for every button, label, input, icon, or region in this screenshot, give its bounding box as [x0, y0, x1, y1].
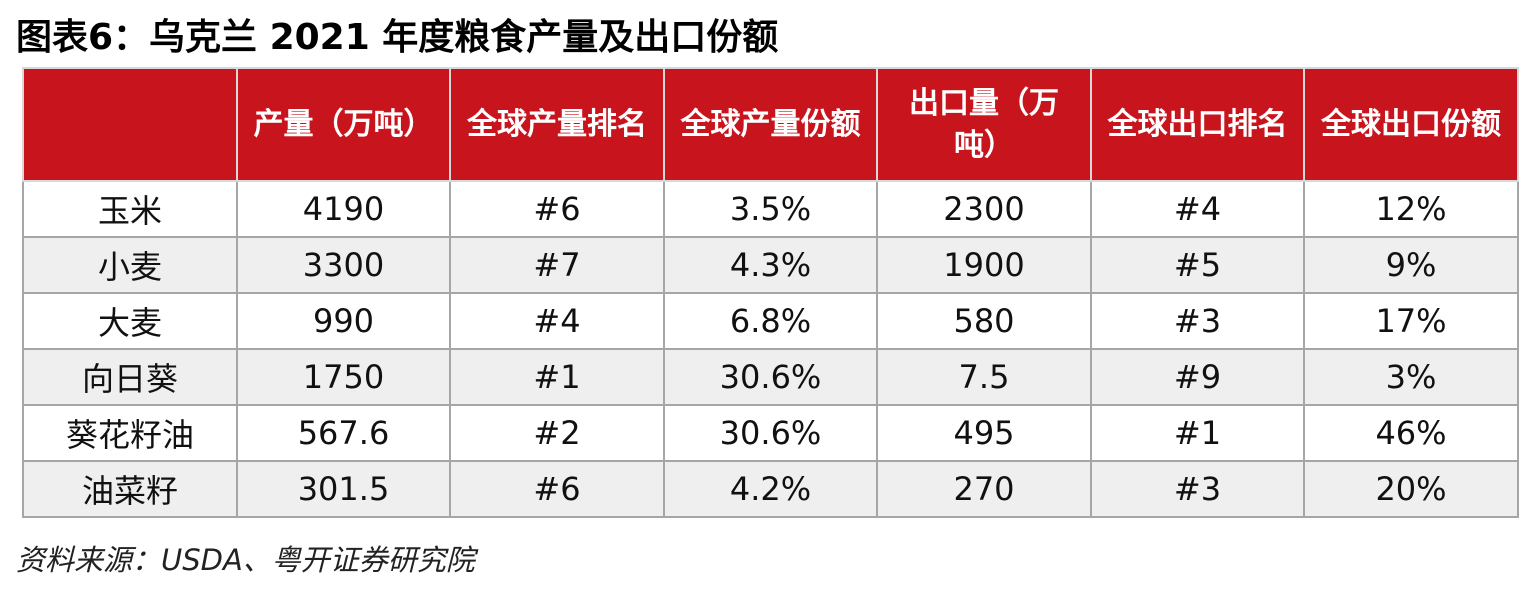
- table-cell: 4.2%: [663, 460, 878, 518]
- table-cell: 30.6%: [663, 404, 878, 462]
- table-cell: #6: [449, 460, 665, 518]
- header-cell-production-share: 全球产量份额: [663, 67, 878, 182]
- table-cell: 4190: [236, 180, 451, 238]
- table-cell: 向日葵: [22, 348, 238, 406]
- table-row: 小麦 3300 #7 4.3% 1900 #5 9%: [22, 236, 1519, 294]
- table-cell: #9: [1090, 348, 1305, 406]
- table-cell: #4: [449, 292, 665, 350]
- table-header-row: 产量（万吨） 全球产量排名 全球产量份额 出口量（万吨） 全球出口排名 全球出口…: [22, 67, 1519, 182]
- table-cell: 30.6%: [663, 348, 878, 406]
- table-cell: #3: [1090, 292, 1305, 350]
- table-row: 大麦 990 #4 6.8% 580 #3 17%: [22, 292, 1519, 350]
- table-cell: 葵花籽油: [22, 404, 238, 462]
- header-cell-export-volume: 出口量（万吨）: [876, 67, 1092, 182]
- table-cell: 3300: [236, 236, 451, 294]
- table-cell: 2300: [876, 180, 1092, 238]
- table-row: 葵花籽油 567.6 #2 30.6% 495 #1 46%: [22, 404, 1519, 462]
- table-cell: #7: [449, 236, 665, 294]
- table-cell: 3%: [1303, 348, 1519, 406]
- table-row: 油菜籽 301.5 #6 4.2% 270 #3 20%: [22, 460, 1519, 518]
- table-cell: 12%: [1303, 180, 1519, 238]
- table-row: 玉米 4190 #6 3.5% 2300 #4 12%: [22, 180, 1519, 238]
- table-cell: #2: [449, 404, 665, 462]
- header-cell-production-rank: 全球产量排名: [449, 67, 665, 182]
- table-cell: 3.5%: [663, 180, 878, 238]
- table-cell: 1750: [236, 348, 451, 406]
- header-cell-export-share: 全球出口份额: [1303, 67, 1519, 182]
- table-cell: 6.8%: [663, 292, 878, 350]
- table-cell: #5: [1090, 236, 1305, 294]
- header-cell-production: 产量（万吨）: [236, 67, 451, 182]
- table-cell: 46%: [1303, 404, 1519, 462]
- table-cell: 17%: [1303, 292, 1519, 350]
- table-cell: 270: [876, 460, 1092, 518]
- table-cell: 567.6: [236, 404, 451, 462]
- table-cell: 7.5: [876, 348, 1092, 406]
- source-note: 资料来源：USDA、粤开证券研究院: [16, 543, 475, 577]
- table-cell: #1: [1090, 404, 1305, 462]
- table-cell: #4: [1090, 180, 1305, 238]
- table-cell: 玉米: [22, 180, 238, 238]
- table-cell: 495: [876, 404, 1092, 462]
- table-cell: 990: [236, 292, 451, 350]
- table-cell: #1: [449, 348, 665, 406]
- table-cell: #6: [449, 180, 665, 238]
- table-cell: #3: [1090, 460, 1305, 518]
- header-cell-blank: [22, 67, 238, 182]
- table-cell: 1900: [876, 236, 1092, 294]
- table-cell: 580: [876, 292, 1092, 350]
- figure-title: 图表6：乌克兰 2021 年度粮食产量及出口份额: [16, 17, 779, 58]
- table-cell: 301.5: [236, 460, 451, 518]
- table-row: 向日葵 1750 #1 30.6% 7.5 #9 3%: [22, 348, 1519, 406]
- table-cell: 油菜籽: [22, 460, 238, 518]
- table-cell: 大麦: [22, 292, 238, 350]
- header-cell-export-rank: 全球出口排名: [1090, 67, 1305, 182]
- table-cell: 小麦: [22, 236, 238, 294]
- table-cell: 20%: [1303, 460, 1519, 518]
- table-cell: 4.3%: [663, 236, 878, 294]
- table-cell: 9%: [1303, 236, 1519, 294]
- grain-export-table: 产量（万吨） 全球产量排名 全球产量份额 出口量（万吨） 全球出口排名 全球出口…: [22, 67, 1519, 518]
